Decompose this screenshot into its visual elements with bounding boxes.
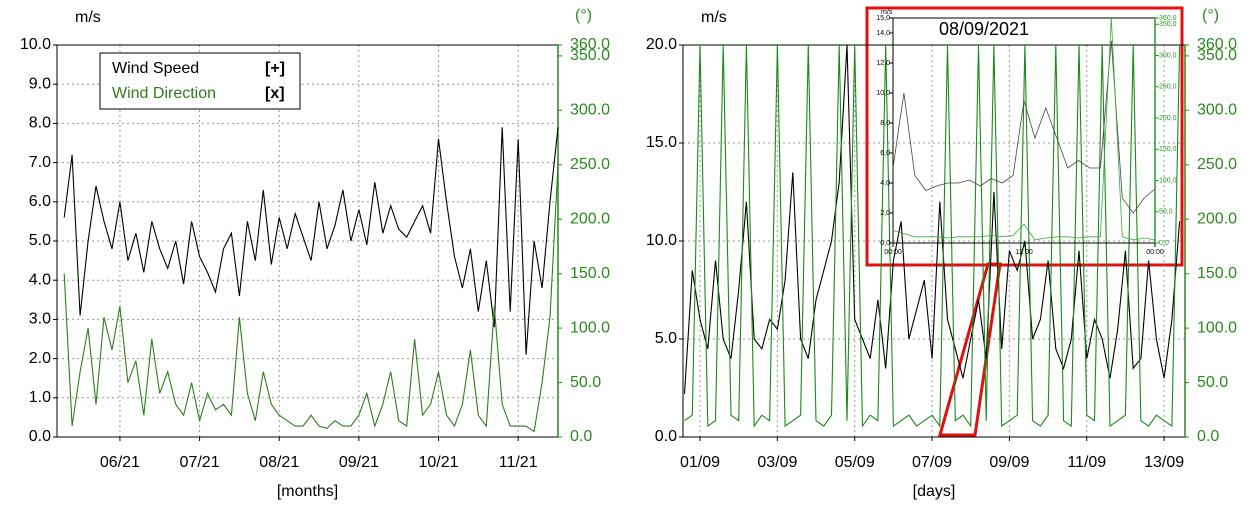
y-tick-label: 12,0 <box>876 60 890 67</box>
x-tick-label: 06/21 <box>100 454 140 471</box>
y-tick-label: 1.0 <box>29 389 51 406</box>
y-tick-label: 7.0 <box>29 154 51 171</box>
y2-tick-label: 100.0 <box>570 319 610 336</box>
y2-unit: (°) <box>1202 7 1219 24</box>
y2-tick-label: 360,0 <box>1159 15 1177 22</box>
y-tick-label: 6.0 <box>29 193 51 210</box>
x-tick-label: 09/09 <box>989 454 1029 471</box>
y-tick-label: 0.0 <box>29 428 51 445</box>
y-tick-label: 15.0 <box>646 134 677 151</box>
y-tick-label: 10,0 <box>876 90 890 97</box>
y-tick-label: 4.0 <box>29 271 51 288</box>
y-unit: m/s <box>881 9 893 16</box>
y2-tick-label: 350.0 <box>1197 47 1237 64</box>
x-tick-label: 11/21 <box>499 454 538 471</box>
y2-tick-label: 200.0 <box>570 210 610 227</box>
y-tick-label: 0.0 <box>655 428 677 445</box>
x-tick-label: 13/09 <box>1144 454 1184 471</box>
x-tick-label: 12:00 <box>1015 249 1033 256</box>
y-tick-label: 3.0 <box>29 311 51 328</box>
y-tick-label: 10.0 <box>20 36 51 53</box>
y-tick-label: 9.0 <box>29 75 51 92</box>
chart-title: 08/09/2021 <box>939 19 1029 39</box>
data-line <box>683 44 1181 394</box>
data-line <box>892 17 1156 241</box>
data-line <box>892 40 1156 214</box>
y2-tick-label: 250.0 <box>570 156 610 173</box>
y2-tick-label: 200.0 <box>1197 210 1237 227</box>
x-tick-label: 05/09 <box>835 454 875 471</box>
y2-tick-label: 150,0 <box>1159 146 1177 153</box>
y2-tick-label: 50.0 <box>570 374 601 391</box>
y2-tick-label: 250.0 <box>1197 156 1237 173</box>
x-tick-label: 00:00 <box>884 249 902 256</box>
zoom-connector <box>938 262 1002 437</box>
y2-tick-label: 0.0 <box>570 428 592 445</box>
y2-tick-label: 200,0 <box>1159 115 1177 122</box>
y2-tick-label: 300,0 <box>1159 52 1177 59</box>
y2-tick-label: 360.0 <box>570 36 610 53</box>
y-unit: m/s <box>701 9 727 26</box>
data-line <box>63 127 559 355</box>
y-tick-label: 8.0 <box>29 115 51 132</box>
y2-tick-label: 100.0 <box>1197 319 1237 336</box>
x-axis-label: [days] <box>913 483 956 500</box>
y-tick-label: 2,0 <box>880 210 890 217</box>
y2-tick-label: 350.0 <box>570 47 610 64</box>
legend-marker: [+] <box>265 60 285 77</box>
y-tick-label: 0,0 <box>880 240 890 247</box>
x-tick-label: 08/21 <box>259 454 299 471</box>
y-tick-label: 20.0 <box>646 36 677 53</box>
y-tick-label: 2.0 <box>29 350 51 367</box>
x-tick-label: 07/09 <box>912 454 952 471</box>
x-tick-label: 00:00 <box>1146 249 1164 256</box>
y-tick-label: 10.0 <box>646 232 677 249</box>
x-axis-label: [months] <box>277 483 338 500</box>
y2-tick-label: 50.0 <box>1197 374 1228 391</box>
legend-label: Wind Direction <box>112 85 216 102</box>
data-line <box>63 164 559 433</box>
y-tick-label: 5.0 <box>655 330 677 347</box>
y-tick-label: 15,0 <box>876 15 890 22</box>
y-tick-label: 14,0 <box>876 30 890 37</box>
x-tick-label: 07/21 <box>180 454 220 471</box>
y2-tick-label: 250,0 <box>1159 84 1177 91</box>
y2-tick-label: 350,0 <box>1159 21 1177 28</box>
y2-tick-label: 100,0 <box>1159 177 1177 184</box>
y-tick-label: 4,0 <box>880 180 890 187</box>
legend-label: Wind Speed <box>112 60 199 77</box>
y2-unit: (°) <box>575 7 592 24</box>
x-tick-label: 03/09 <box>757 454 797 471</box>
y2-tick-label: 50,0 <box>1159 209 1173 216</box>
y2-tick-label: 0.0 <box>1197 428 1219 445</box>
y-tick-label: 8,0 <box>880 120 890 127</box>
y2-tick-label: 0,0 <box>1159 240 1169 247</box>
y-tick-label: 6,0 <box>880 150 890 157</box>
y2-tick-label: 300.0 <box>1197 102 1237 119</box>
y2-tick-label: 150.0 <box>1197 265 1237 282</box>
y-unit: m/s <box>75 9 101 26</box>
y-tick-label: 5.0 <box>29 232 51 249</box>
x-tick-label: 10/21 <box>419 454 459 471</box>
legend-marker: [x] <box>265 85 285 102</box>
x-tick-label: 09/21 <box>339 454 379 471</box>
x-tick-label: 01/09 <box>680 454 720 471</box>
y2-tick-label: 360.0 <box>1197 36 1237 53</box>
legend-box <box>99 52 301 110</box>
data-line <box>684 44 1181 428</box>
x-tick-label: 11/09 <box>1067 454 1106 471</box>
y2-tick-label: 150.0 <box>570 265 610 282</box>
y2-tick-label: 300.0 <box>570 102 610 119</box>
